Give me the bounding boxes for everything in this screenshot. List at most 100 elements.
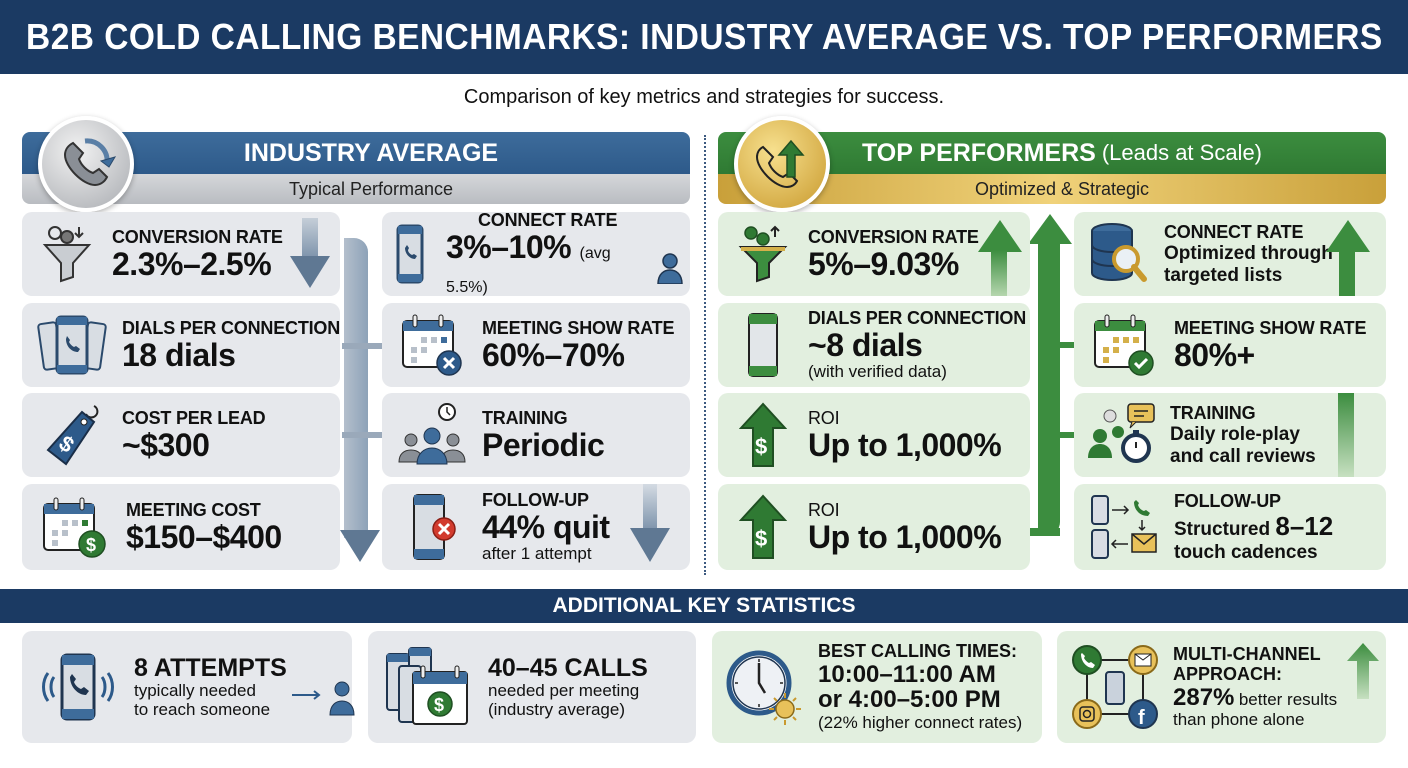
top-performers-header: TOP PERFORMERS (Leads at Scale) Optimized… — [718, 132, 1386, 204]
connector-line — [342, 432, 382, 438]
down-arrow-icon — [302, 218, 318, 258]
metric-note: (with verified data) — [808, 361, 947, 381]
top-performers-title: TOP PERFORMERS — [861, 138, 1096, 167]
calendar-x-icon — [382, 313, 482, 377]
metric-card-connect-rate: CONNECT RATE 3%–10% (avg 5.5%) — [382, 209, 690, 296]
calendar-check-icon — [1074, 313, 1174, 377]
phone-x-icon — [382, 493, 482, 561]
multichannel-icon: f — [1057, 642, 1173, 732]
clock-sun-icon — [712, 645, 818, 729]
metric-card-dials-per-connection: DIALS PER CONNECTION 18 dials — [22, 303, 340, 387]
up-arrow-icon — [1326, 220, 1370, 252]
ringing-phone-icon — [22, 651, 134, 723]
metric-line-prefix: Structured — [1174, 518, 1271, 540]
stat-line: (industry average) — [488, 700, 626, 720]
metric-card-conversion-rate: CONVERSION RATE 2.3%–2.5% — [22, 212, 340, 296]
metric-label: MEETING COST — [126, 499, 261, 520]
additional-stats-title: ADDITIONAL KEY STATISTICS — [552, 594, 856, 617]
metric-value: ~8 dials — [808, 327, 923, 364]
metric-value: Up to 1,000% — [808, 518, 1002, 555]
metric-line: and call reviews — [1170, 445, 1316, 467]
metric-value: 5%–9.03% — [808, 245, 959, 282]
mobile-phone-icon — [382, 224, 438, 284]
up-arrow-icon — [978, 220, 1022, 252]
title-banner: B2B COLD CALLING BENCHMARKS: INDUSTRY AV… — [0, 0, 1408, 74]
up-arrow-icon — [1339, 250, 1355, 296]
phones-calendar-dollar-icon: $ — [368, 646, 488, 728]
metric-value: 60%–70% — [482, 336, 625, 373]
arrow-to-person-icon — [292, 677, 362, 722]
metric-label: DIALS PER CONNECTION — [808, 308, 1027, 329]
metric-label: TRAINING — [482, 407, 568, 428]
stat-card-multi-channel: f MULTI-CHANNEL APPROACH: 287% better re… — [1057, 631, 1386, 743]
connector-line — [342, 343, 382, 349]
stat-big: 287% — [1173, 683, 1235, 711]
page-title: B2B COLD CALLING BENCHMARKS: INDUSTRY AV… — [25, 16, 1383, 57]
team-stopwatch-icon — [1074, 402, 1170, 468]
stat-line: to reach someone — [134, 700, 271, 720]
metric-card-training: TRAINING Daily role-play and call review… — [1074, 393, 1386, 477]
metric-value: 2.3%–2.5% — [112, 245, 272, 282]
stat-title: BEST CALLING TIMES: — [818, 641, 1017, 662]
metric-label: CONNECT RATE — [478, 209, 618, 230]
metric-label: FOLLOW-UP — [482, 490, 589, 511]
stacked-phones-icon — [22, 313, 122, 377]
team-clock-icon — [382, 402, 482, 468]
svg-text:$: $ — [86, 535, 96, 555]
metric-value: 3%–10% — [446, 228, 572, 265]
metric-line: touch cadences — [1174, 541, 1318, 563]
metric-label: FOLLOW-UP — [1174, 490, 1281, 511]
down-arrow-icon — [643, 484, 657, 530]
down-arrow-icon — [340, 530, 380, 562]
metric-label: TRAINING — [1170, 402, 1256, 423]
dollar-arrow-up-icon: $ — [718, 494, 808, 560]
up-arrow-icon — [1028, 214, 1072, 244]
metric-value: $150–$400 — [126, 518, 282, 555]
metric-value: Periodic — [482, 426, 605, 463]
metric-value-note: (avg 5.5%) — [446, 244, 611, 296]
calendar-dollar-icon: $ — [22, 494, 126, 560]
metric-card-roi: $ ROI Up to 1,000% — [718, 484, 1030, 570]
metric-label: ROI — [808, 407, 840, 428]
metric-line: targeted lists — [1164, 264, 1283, 286]
metric-note: after 1 attempt — [482, 543, 592, 563]
metric-value: 44% quit — [482, 509, 610, 546]
metric-card-connect-rate: CONNECT RATE Optimized through targeted … — [1074, 212, 1386, 296]
metric-value: Up to 1,000% — [808, 426, 1002, 463]
up-arrow-icon — [1347, 643, 1379, 704]
metric-value: ~$300 — [122, 426, 210, 463]
metric-value: 18 dials — [122, 336, 236, 373]
connector-line — [1038, 432, 1080, 438]
metric-label: MEETING SHOW RATE — [1174, 317, 1367, 338]
stat-line: typically needed — [134, 681, 256, 701]
metric-line-big: 8–12 — [1275, 510, 1334, 541]
top-performers-title-suffix: (Leads at Scale) — [1101, 140, 1263, 165]
growth-connector — [1038, 240, 1060, 536]
stat-title: MULTI-CHANNEL — [1173, 644, 1321, 665]
metric-label: MEETING SHOW RATE — [482, 317, 675, 338]
svg-text:$: $ — [755, 434, 767, 459]
phone-arrow-up-icon — [734, 116, 830, 212]
funnel-up-icon — [718, 223, 808, 285]
column-divider — [704, 135, 706, 575]
metric-card-meeting-cost: $ MEETING COST $150–$400 — [22, 484, 340, 570]
mobile-phone-icon — [718, 312, 808, 378]
down-arrow-icon — [630, 528, 670, 562]
stat-line: 10:00–11:00 AM — [818, 661, 996, 689]
connector-line — [1038, 342, 1080, 348]
metric-card-dials-per-connection: DIALS PER CONNECTION ~8 dials (with veri… — [718, 303, 1030, 387]
dollar-arrow-up-icon: $ — [718, 402, 808, 468]
metric-card-cost-per-lead: $ COST PER LEAD ~$300 — [22, 393, 340, 477]
metric-label: CONNECT RATE — [1164, 221, 1304, 242]
svg-text:$: $ — [755, 526, 767, 551]
price-tag-icon: $ — [22, 402, 122, 468]
metric-line: Daily role-play — [1170, 423, 1300, 445]
metric-label: CONVERSION RATE — [112, 226, 283, 247]
metric-card-roi: $ ROI Up to 1,000% — [718, 393, 1030, 477]
top-performers-tagline: Optimized & Strategic — [974, 178, 1150, 199]
metric-card-training: TRAINING Periodic — [382, 393, 690, 477]
down-arrow-icon — [290, 256, 330, 288]
phone-refresh-icon — [38, 116, 134, 212]
industry-average-tagline: Typical Performance — [288, 178, 454, 199]
stat-title: 8 ATTEMPTS — [134, 653, 287, 682]
